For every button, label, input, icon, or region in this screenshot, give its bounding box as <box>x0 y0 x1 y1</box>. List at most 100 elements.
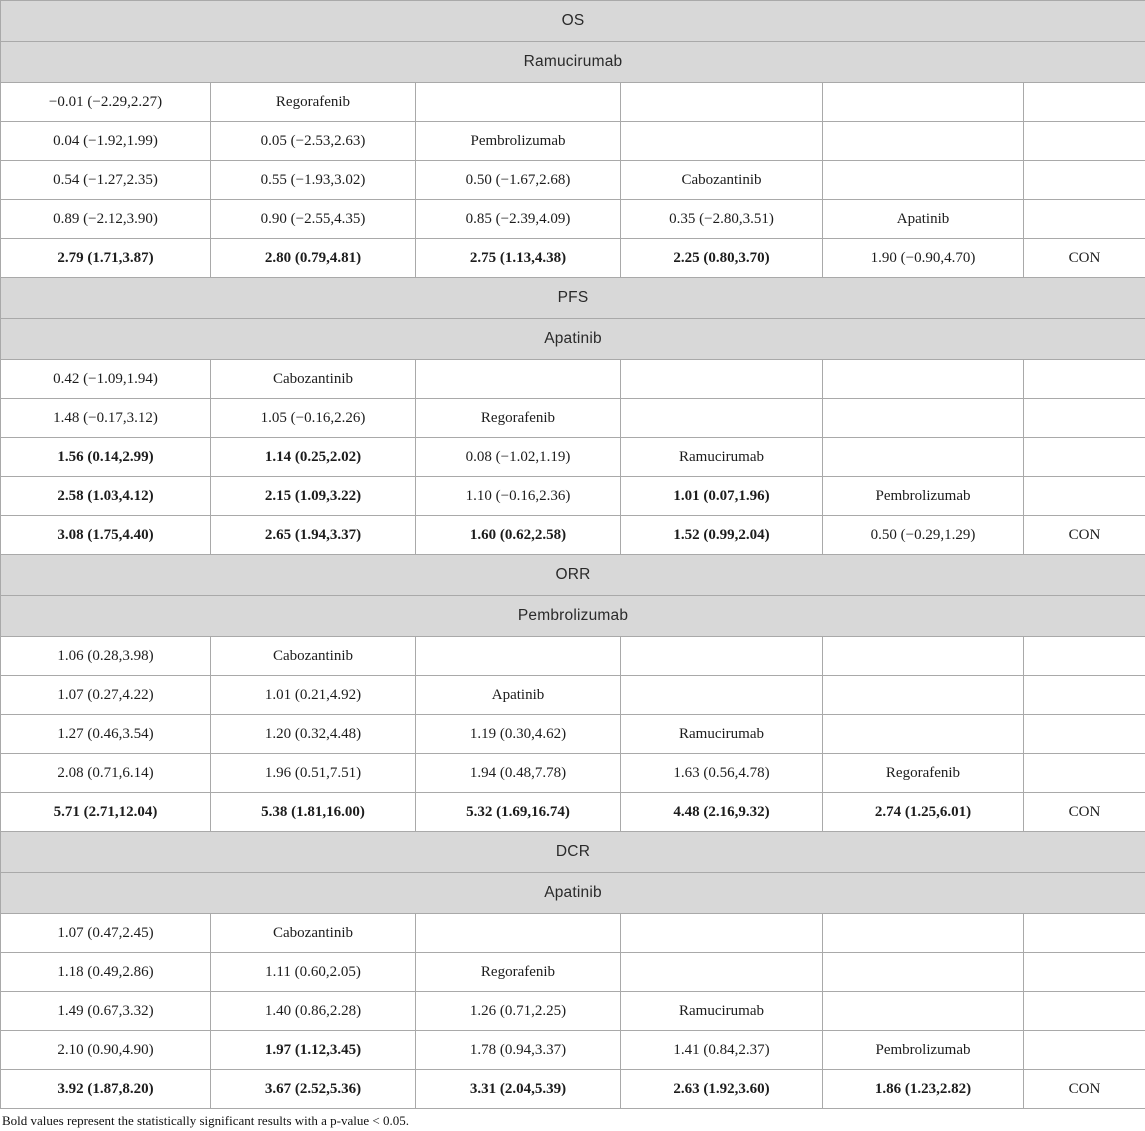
empty-cell <box>1024 399 1145 438</box>
empty-cell <box>621 637 823 676</box>
treatment-cell: Cabozantinib <box>211 914 416 953</box>
treatment-cell: Cabozantinib <box>211 360 416 399</box>
table-row: 3.08 (1.75,4.40)2.65 (1.94,3.37)1.60 (0.… <box>1 516 1145 555</box>
estimate-cell: 0.89 (−2.12,3.90) <box>1 200 211 239</box>
table-row: 2.58 (1.03,4.12)2.15 (1.09,3.22)1.10 (−0… <box>1 477 1145 516</box>
empty-cell <box>1024 992 1145 1031</box>
treatment-cell: Ramucirumab <box>621 715 823 754</box>
reference-treatment-header: Apatinib <box>1 319 1145 360</box>
empty-cell <box>1024 1031 1145 1070</box>
table-footnote: Bold values represent the statistically … <box>0 1109 1145 1131</box>
treatment-cell: CON <box>1024 239 1145 278</box>
estimate-cell: −0.01 (−2.29,2.27) <box>1 83 211 122</box>
estimate-cell: 3.92 (1.87,8.20) <box>1 1070 211 1109</box>
estimate-cell: 1.48 (−0.17,3.12) <box>1 399 211 438</box>
estimate-cell: 3.08 (1.75,4.40) <box>1 516 211 555</box>
estimate-cell: 3.31 (2.04,5.39) <box>416 1070 621 1109</box>
empty-cell <box>621 914 823 953</box>
reference-treatment-header-row: Ramucirumab <box>1 42 1145 83</box>
estimate-cell: 2.25 (0.80,3.70) <box>621 239 823 278</box>
estimate-cell: 5.71 (2.71,12.04) <box>1 793 211 832</box>
table-row: −0.01 (−2.29,2.27)Regorafenib <box>1 83 1145 122</box>
empty-cell <box>1024 200 1145 239</box>
empty-cell <box>823 637 1024 676</box>
treatment-cell: Apatinib <box>416 676 621 715</box>
empty-cell <box>823 438 1024 477</box>
treatment-cell: Regorafenib <box>416 953 621 992</box>
outcome-header-row: DCR <box>1 832 1145 873</box>
treatment-cell: Pembrolizumab <box>416 122 621 161</box>
estimate-cell: 2.75 (1.13,4.38) <box>416 239 621 278</box>
empty-cell <box>621 676 823 715</box>
estimate-cell: 1.78 (0.94,3.37) <box>416 1031 621 1070</box>
estimate-cell: 1.49 (0.67,3.32) <box>1 992 211 1031</box>
estimate-cell: 1.96 (0.51,7.51) <box>211 754 416 793</box>
table-row: 5.71 (2.71,12.04)5.38 (1.81,16.00)5.32 (… <box>1 793 1145 832</box>
empty-cell <box>823 676 1024 715</box>
estimate-cell: 1.52 (0.99,2.04) <box>621 516 823 555</box>
estimate-cell: 4.48 (2.16,9.32) <box>621 793 823 832</box>
table-row: 2.10 (0.90,4.90)1.97 (1.12,3.45)1.78 (0.… <box>1 1031 1145 1070</box>
table-row: 1.48 (−0.17,3.12)1.05 (−0.16,2.26)Regora… <box>1 399 1145 438</box>
estimate-cell: 1.97 (1.12,3.45) <box>211 1031 416 1070</box>
estimate-cell: 0.50 (−0.29,1.29) <box>823 516 1024 555</box>
treatment-cell: Ramucirumab <box>621 438 823 477</box>
estimate-cell: 1.94 (0.48,7.78) <box>416 754 621 793</box>
empty-cell <box>1024 715 1145 754</box>
empty-cell <box>621 360 823 399</box>
treatment-cell: CON <box>1024 516 1145 555</box>
estimate-cell: 1.01 (0.21,4.92) <box>211 676 416 715</box>
treatment-cell: Apatinib <box>823 200 1024 239</box>
estimate-cell: 2.65 (1.94,3.37) <box>211 516 416 555</box>
empty-cell <box>823 161 1024 200</box>
empty-cell <box>416 914 621 953</box>
estimate-cell: 1.11 (0.60,2.05) <box>211 953 416 992</box>
empty-cell <box>621 83 823 122</box>
estimate-cell: 0.08 (−1.02,1.19) <box>416 438 621 477</box>
estimate-cell: 1.01 (0.07,1.96) <box>621 477 823 516</box>
empty-cell <box>823 992 1024 1031</box>
estimate-cell: 1.20 (0.32,4.48) <box>211 715 416 754</box>
table-row: 0.89 (−2.12,3.90)0.90 (−2.55,4.35)0.85 (… <box>1 200 1145 239</box>
estimate-cell: 0.90 (−2.55,4.35) <box>211 200 416 239</box>
empty-cell <box>621 953 823 992</box>
empty-cell <box>1024 953 1145 992</box>
estimate-cell: 0.55 (−1.93,3.02) <box>211 161 416 200</box>
table-row: 0.42 (−1.09,1.94)Cabozantinib <box>1 360 1145 399</box>
estimate-cell: 1.27 (0.46,3.54) <box>1 715 211 754</box>
treatment-cell: Regorafenib <box>211 83 416 122</box>
estimate-cell: 5.38 (1.81,16.00) <box>211 793 416 832</box>
empty-cell <box>823 360 1024 399</box>
table-row: 1.18 (0.49,2.86)1.11 (0.60,2.05)Regorafe… <box>1 953 1145 992</box>
empty-cell <box>621 122 823 161</box>
outcome-header-row: OS <box>1 1 1145 42</box>
table-row: 2.79 (1.71,3.87)2.80 (0.79,4.81)2.75 (1.… <box>1 239 1145 278</box>
estimate-cell: 0.35 (−2.80,3.51) <box>621 200 823 239</box>
estimate-cell: 1.10 (−0.16,2.36) <box>416 477 621 516</box>
estimate-cell: 1.40 (0.86,2.28) <box>211 992 416 1031</box>
estimate-cell: 1.41 (0.84,2.37) <box>621 1031 823 1070</box>
reference-treatment-header-row: Apatinib <box>1 873 1145 914</box>
estimate-cell: 5.32 (1.69,16.74) <box>416 793 621 832</box>
outcome-header-row: ORR <box>1 555 1145 596</box>
treatment-cell: Ramucirumab <box>621 992 823 1031</box>
empty-cell <box>1024 914 1145 953</box>
estimate-cell: 3.67 (2.52,5.36) <box>211 1070 416 1109</box>
empty-cell <box>1024 438 1145 477</box>
table-row: 1.07 (0.47,2.45)Cabozantinib <box>1 914 1145 953</box>
table-row: 1.49 (0.67,3.32)1.40 (0.86,2.28)1.26 (0.… <box>1 992 1145 1031</box>
empty-cell <box>1024 676 1145 715</box>
treatment-cell: Regorafenib <box>823 754 1024 793</box>
table-row: 0.04 (−1.92,1.99)0.05 (−2.53,2.63)Pembro… <box>1 122 1145 161</box>
estimate-cell: 0.54 (−1.27,2.35) <box>1 161 211 200</box>
table-row: 2.08 (0.71,6.14)1.96 (0.51,7.51)1.94 (0.… <box>1 754 1145 793</box>
empty-cell <box>416 83 621 122</box>
reference-treatment-header-row: Apatinib <box>1 319 1145 360</box>
estimate-cell: 2.10 (0.90,4.90) <box>1 1031 211 1070</box>
empty-cell <box>1024 122 1145 161</box>
outcome-header: OS <box>1 1 1145 42</box>
estimate-cell: 1.07 (0.47,2.45) <box>1 914 211 953</box>
empty-cell <box>823 83 1024 122</box>
